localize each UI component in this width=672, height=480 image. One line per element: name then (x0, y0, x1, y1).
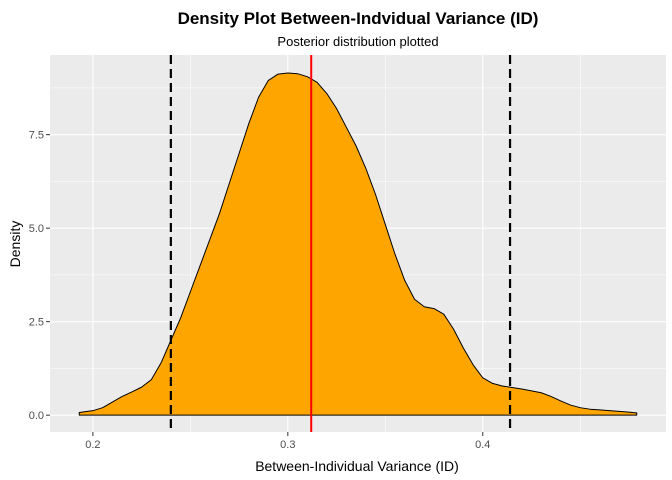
x-tick-label: 0.3 (280, 439, 295, 451)
y-tick-label: 5.0 (29, 223, 44, 235)
y-tick-label: 0.0 (29, 410, 44, 422)
reference-lines (169, 55, 512, 432)
y-axis-title: Density (7, 221, 23, 268)
x-axis-title: Between-Individual Variance (ID) (255, 458, 459, 474)
x-tick-label: 0.2 (85, 439, 100, 451)
x-axis: 0.2 0.3 0.4 (85, 432, 490, 451)
x-tick-label: 0.4 (475, 439, 490, 451)
chart-title: Density Plot Between-Indvidual Variance … (178, 9, 539, 28)
y-axis: 0.0 2.5 5.0 7.5 (29, 130, 50, 422)
y-tick-label: 7.5 (29, 130, 44, 142)
chart-subtitle: Posterior distribution plotted (277, 34, 438, 49)
y-tick-label: 2.5 (29, 317, 44, 329)
